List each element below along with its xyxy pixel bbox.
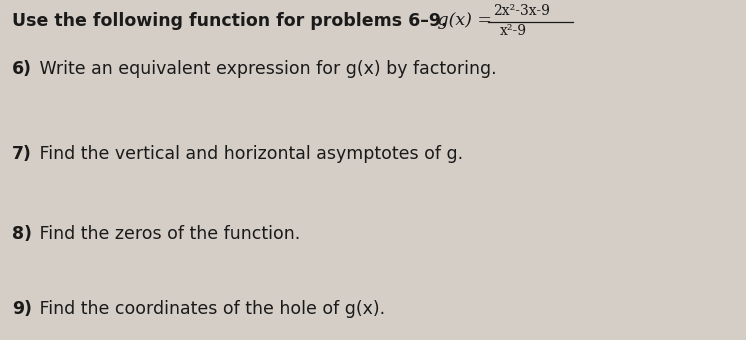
Text: 8): 8) (12, 225, 32, 243)
Text: g(x) =: g(x) = (432, 12, 492, 29)
Text: 6): 6) (12, 60, 32, 78)
Text: Find the zeros of the function.: Find the zeros of the function. (34, 225, 300, 243)
Text: 7): 7) (12, 145, 32, 163)
Text: Use the following function for problems 6–9.: Use the following function for problems … (12, 12, 448, 30)
Text: Write an equivalent expression for g(x) by factoring.: Write an equivalent expression for g(x) … (34, 60, 497, 78)
Text: Find the vertical and horizontal asymptotes of g.: Find the vertical and horizontal asympto… (34, 145, 463, 163)
Text: Find the coordinates of the hole of g(x).: Find the coordinates of the hole of g(x)… (34, 300, 385, 318)
Text: x²-9: x²-9 (500, 24, 527, 38)
Text: 2x²-3x-9: 2x²-3x-9 (493, 4, 550, 18)
Text: 9): 9) (12, 300, 32, 318)
